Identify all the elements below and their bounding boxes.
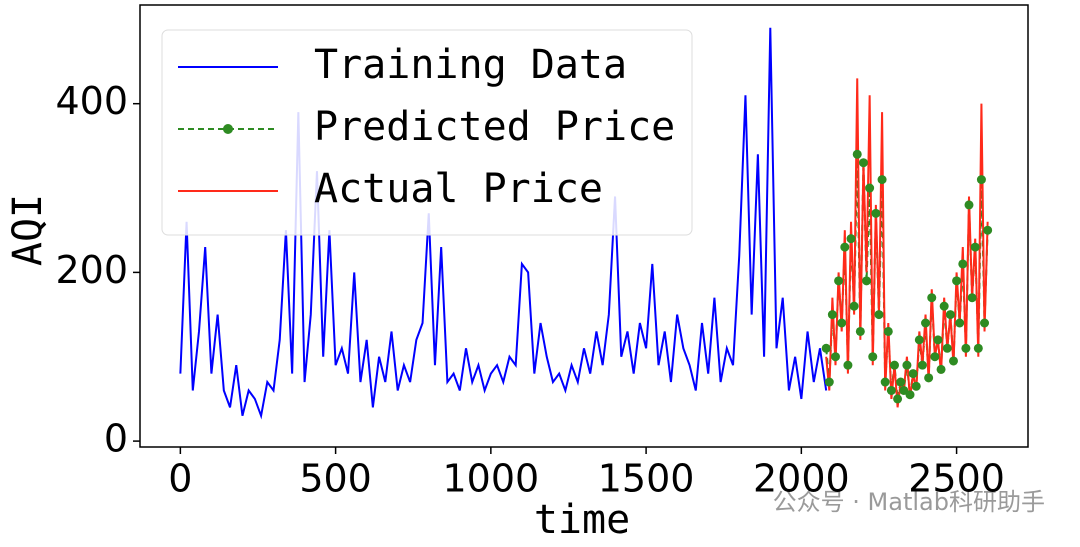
point-marker [865, 183, 875, 193]
y-tick-label: 400 [55, 79, 128, 123]
legend-label: Training Data [314, 42, 627, 88]
point-marker [964, 200, 974, 210]
point-marker [939, 301, 949, 311]
point-marker [846, 234, 856, 244]
point-marker [970, 242, 980, 252]
x-tick-label: 2500 [908, 457, 1005, 501]
point-marker [955, 318, 965, 328]
point-marker [961, 343, 971, 353]
point-marker [837, 318, 847, 328]
point-marker [855, 326, 865, 336]
point-marker [967, 293, 977, 303]
point-marker [927, 293, 937, 303]
point-marker [930, 352, 940, 362]
point-marker [880, 377, 890, 387]
point-marker [877, 175, 887, 185]
point-marker [889, 360, 899, 370]
point-marker [958, 259, 968, 269]
point-marker [933, 335, 943, 345]
legend-label: Actual Price [314, 166, 603, 212]
series-line [825, 78, 989, 408]
point-marker [852, 149, 862, 159]
legend-label: Predicted Price [314, 104, 675, 150]
point-marker [858, 158, 868, 168]
series-line [179, 27, 828, 420]
point-marker [980, 318, 990, 328]
point-marker [908, 369, 918, 379]
point-marker [983, 225, 993, 235]
point-marker [976, 175, 986, 185]
point-marker [973, 343, 983, 353]
y-tick-label: 200 [55, 248, 128, 292]
point-marker [905, 390, 915, 400]
point-marker [862, 276, 872, 286]
point-marker [936, 364, 946, 374]
legend-box [161, 29, 693, 236]
point-marker [840, 242, 850, 252]
y-tick-label: 0 [104, 417, 128, 461]
point-marker [952, 276, 962, 286]
point-marker [874, 310, 884, 320]
x-axis-label: time [534, 497, 630, 543]
point-marker [893, 394, 903, 404]
plot-area [179, 27, 993, 420]
x-tick-label: 1500 [598, 457, 695, 501]
point-marker [830, 352, 840, 362]
x-tick-label: 1000 [442, 457, 539, 501]
plot-frame [139, 4, 1029, 448]
point-marker [834, 276, 844, 286]
point-marker [871, 208, 881, 218]
x-tick-label: 2000 [753, 457, 850, 501]
point-marker [843, 360, 853, 370]
point-marker [849, 301, 859, 311]
legend: Training Data Predicted Price Actual Price [161, 29, 693, 236]
point-marker [886, 385, 896, 395]
watermark: 公众号 · Matlab科研助手 [773, 488, 1045, 516]
x-tick-label: 0 [168, 457, 192, 501]
point-marker [948, 356, 958, 366]
legend-marker [223, 124, 233, 134]
point-marker [902, 360, 912, 370]
y-axis-label: AQI [5, 194, 51, 266]
point-marker [942, 343, 952, 353]
point-marker [896, 377, 906, 387]
point-marker [914, 335, 924, 345]
point-marker [917, 360, 927, 370]
point-marker [924, 373, 934, 383]
point-marker [945, 310, 955, 320]
point-marker [911, 381, 921, 391]
point-marker [921, 318, 931, 328]
point-marker [821, 343, 831, 353]
point-marker [824, 377, 834, 387]
point-marker [883, 326, 893, 336]
point-marker [868, 352, 878, 362]
x-tick-label: 500 [299, 457, 372, 501]
point-marker [827, 310, 837, 320]
